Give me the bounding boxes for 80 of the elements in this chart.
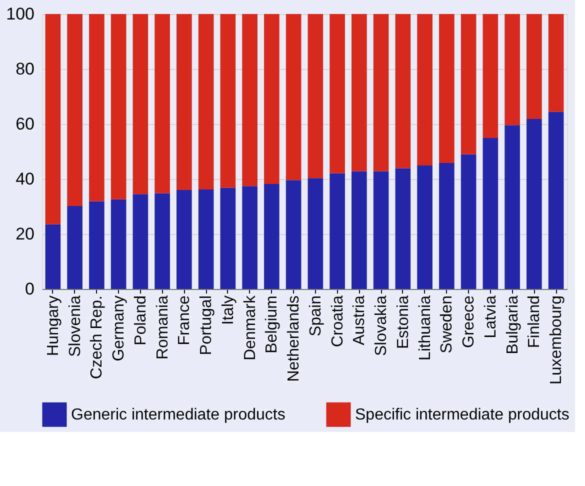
- bar: [264, 14, 280, 184]
- bar: [220, 188, 236, 289]
- bar: [526, 14, 542, 120]
- legend-label: Specific intermediate products: [355, 406, 570, 424]
- y-tick-label: 40: [16, 170, 34, 188]
- x-tick-label: Slovakia: [373, 295, 390, 356]
- bar: [110, 199, 126, 289]
- x-tick-label: Lithuania: [416, 295, 434, 360]
- bar: [439, 14, 454, 164]
- bar: [417, 14, 432, 166]
- x-tick-label: Italy: [220, 296, 237, 325]
- bar: [89, 201, 104, 289]
- bar: [45, 14, 61, 224]
- bar: [45, 224, 61, 289]
- bar: [504, 14, 520, 126]
- bar: [482, 14, 498, 138]
- bar: [504, 125, 520, 289]
- bar: [395, 14, 411, 168]
- x-tick-label: Czech Rep.: [88, 296, 106, 380]
- bar: [373, 14, 389, 172]
- bar: [132, 14, 148, 194]
- bar: [198, 189, 214, 289]
- x-tick-label: Belgium: [264, 296, 281, 354]
- bar: [330, 173, 345, 289]
- y-tick-label: 100: [6, 4, 34, 24]
- x-tick-label: Denmark: [242, 294, 259, 360]
- bar: [352, 14, 367, 172]
- bar: [460, 154, 476, 289]
- x-tick-label: Latvia: [482, 295, 500, 338]
- x-tick-label: Croatia: [329, 295, 346, 348]
- bar: [286, 14, 302, 180]
- bar: [176, 190, 192, 289]
- x-tick-label: Poland: [132, 296, 150, 346]
- x-tick-label: France: [176, 295, 194, 346]
- bar: [395, 168, 411, 289]
- bar: [67, 206, 82, 289]
- bar: [460, 14, 476, 154]
- bar: [308, 14, 324, 178]
- bar: [526, 119, 542, 289]
- x-tick-label: Germany: [110, 296, 128, 362]
- y-tick-label: 0: [25, 280, 34, 298]
- bar: [264, 184, 280, 289]
- x-tick-label: Greece: [460, 295, 478, 348]
- bar: [330, 14, 345, 174]
- bar: [198, 14, 214, 190]
- y-tick-label: 80: [16, 60, 34, 78]
- bar: [373, 171, 389, 289]
- bar: [482, 138, 498, 289]
- x-tick-label: Spain: [307, 296, 324, 336]
- x-tick-label: Bulgaria: [504, 295, 522, 354]
- x-tick-label: Luxembourg: [548, 296, 566, 384]
- bar: [548, 112, 564, 289]
- y-tick-label: 20: [16, 224, 34, 244]
- bar: [548, 14, 564, 112]
- bar: [89, 14, 104, 202]
- bar: [308, 178, 324, 289]
- y-tick-label: 60: [16, 114, 34, 134]
- bar: [132, 194, 148, 289]
- x-tick-label: Sweden: [438, 296, 456, 354]
- x-tick-label: Hungary: [44, 296, 62, 356]
- x-tick-label: Slovenia: [66, 295, 84, 357]
- x-tick-label: Finland: [526, 296, 544, 348]
- bar: [154, 193, 170, 289]
- x-tick-label: Romania: [154, 295, 172, 360]
- bar: [286, 180, 302, 289]
- bar: [220, 14, 236, 188]
- bar: [417, 166, 432, 289]
- x-tick-label: Netherlands: [286, 296, 303, 382]
- bar: [242, 186, 258, 289]
- bar: [67, 14, 82, 206]
- bar: [352, 171, 367, 289]
- bar: [110, 14, 126, 200]
- legend-label: Generic intermediate products: [71, 406, 286, 424]
- bar: [154, 14, 170, 194]
- x-tick-label: Portugal: [198, 296, 216, 356]
- bar: [176, 14, 192, 190]
- bar: [439, 163, 454, 289]
- bar: [242, 14, 258, 186]
- x-tick-label: Estonia: [394, 295, 412, 349]
- x-tick-label: Austria: [351, 295, 368, 346]
